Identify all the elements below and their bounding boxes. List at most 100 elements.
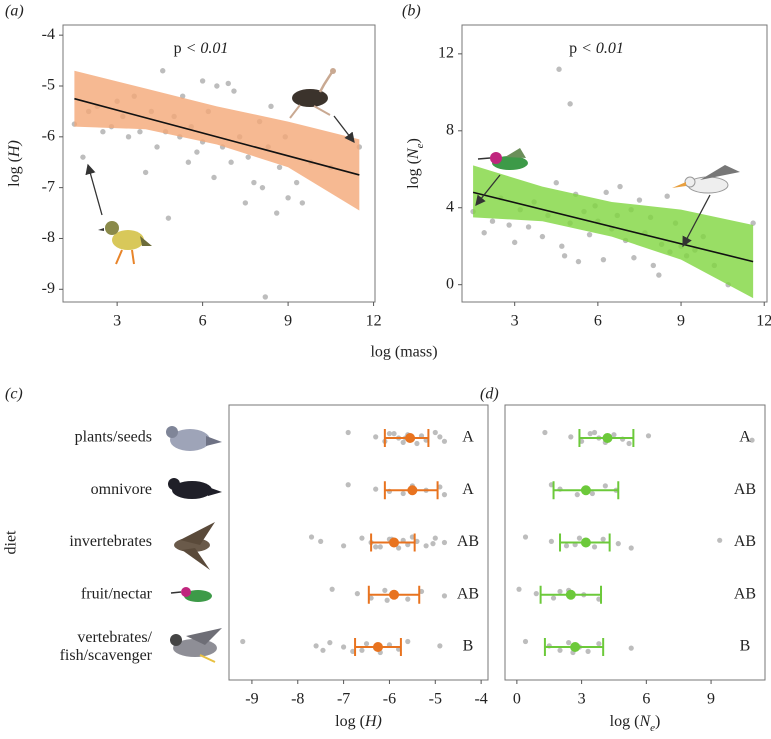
x-tick-label: 3 bbox=[511, 313, 519, 330]
y-tick-label: -5 bbox=[42, 77, 55, 94]
group-letter: AB bbox=[457, 585, 479, 602]
data-point bbox=[591, 544, 598, 550]
data-point bbox=[596, 641, 602, 647]
annotation-part: p bbox=[174, 40, 182, 57]
hummingbird bbox=[477, 148, 528, 170]
group-letter: B bbox=[740, 638, 751, 655]
data-point bbox=[441, 539, 448, 546]
data-point bbox=[430, 541, 436, 547]
data-point bbox=[548, 538, 554, 545]
y-axis-label-part: log ( bbox=[405, 159, 422, 189]
y-axis-label-part: ) bbox=[405, 138, 422, 143]
data-point bbox=[384, 597, 390, 603]
data-point bbox=[382, 587, 388, 593]
data-point bbox=[559, 243, 565, 249]
plot-frame bbox=[504, 404, 766, 681]
x-tick-label: 9 bbox=[677, 313, 685, 330]
data-point bbox=[553, 180, 559, 186]
annotation: p < 0.01 bbox=[174, 40, 229, 57]
panel-label: (a) bbox=[5, 3, 24, 20]
data-point bbox=[231, 88, 237, 94]
data-point bbox=[400, 439, 406, 445]
data-point bbox=[363, 641, 370, 647]
data-point bbox=[185, 159, 192, 165]
data-point bbox=[285, 195, 291, 201]
data-point bbox=[525, 224, 532, 230]
pelican bbox=[672, 165, 740, 194]
pigeon bbox=[166, 426, 222, 451]
data-point bbox=[327, 640, 333, 646]
data-point bbox=[245, 154, 251, 160]
data-point bbox=[516, 586, 522, 592]
data-point bbox=[506, 222, 512, 228]
annotation-part: p bbox=[569, 40, 577, 57]
data-point bbox=[563, 543, 570, 549]
annotation-part: < 0.01 bbox=[182, 40, 229, 57]
data-point bbox=[750, 220, 756, 226]
data-point bbox=[432, 429, 438, 436]
falcon bbox=[170, 628, 222, 663]
mean-point bbox=[372, 642, 383, 652]
data-point bbox=[522, 534, 529, 540]
category-label: omnivore bbox=[91, 481, 152, 498]
data-point bbox=[373, 544, 379, 550]
group-letter: AB bbox=[734, 481, 756, 498]
data-point bbox=[341, 543, 347, 549]
data-point bbox=[441, 593, 448, 599]
data-point bbox=[125, 134, 132, 140]
x-axis-label-part: ) bbox=[655, 713, 660, 730]
data-point bbox=[656, 272, 662, 278]
group-letter: AB bbox=[734, 533, 756, 550]
data-point bbox=[602, 483, 608, 489]
category-label: fruit/nectar bbox=[81, 585, 153, 602]
data-point bbox=[423, 543, 429, 549]
data-point bbox=[359, 647, 365, 653]
data-point bbox=[318, 538, 324, 545]
y-axis-label: log (H) bbox=[6, 140, 23, 187]
data-point bbox=[345, 482, 351, 488]
data-point bbox=[432, 535, 438, 541]
annotation: p < 0.01 bbox=[569, 40, 624, 57]
data-point bbox=[574, 492, 580, 498]
x-tick-label: 3 bbox=[578, 691, 586, 708]
data-point bbox=[441, 438, 448, 444]
data-point bbox=[600, 256, 607, 263]
y-axis-label-part: ) bbox=[6, 140, 23, 146]
x-tick-label: -8 bbox=[291, 691, 304, 708]
x-tick-label: 3 bbox=[113, 313, 121, 330]
data-point bbox=[320, 647, 326, 653]
data-point bbox=[273, 210, 280, 216]
panel-label: (d) bbox=[480, 386, 499, 403]
y-axis-label-part: N bbox=[405, 147, 422, 160]
data-point bbox=[585, 648, 591, 655]
data-point bbox=[194, 149, 200, 155]
data-point bbox=[522, 638, 529, 645]
plot-frame bbox=[228, 404, 489, 681]
x-tick-label: 9 bbox=[707, 691, 715, 708]
x-axis-label: log (Ne) bbox=[610, 713, 661, 734]
data-point bbox=[437, 434, 443, 440]
x-axis-label: log (mass) bbox=[370, 344, 437, 361]
data-point bbox=[575, 258, 582, 265]
category-label: plants/seeds bbox=[75, 429, 152, 446]
x-axis-label-part: e bbox=[650, 722, 655, 734]
x-tick-label: -7 bbox=[337, 691, 350, 708]
regression-line bbox=[74, 97, 360, 176]
data-point bbox=[396, 545, 402, 551]
data-point bbox=[308, 534, 315, 540]
y-tick-label: -6 bbox=[42, 127, 55, 144]
group-letter: AB bbox=[457, 533, 479, 550]
data-point bbox=[276, 164, 283, 171]
group-letter: AB bbox=[734, 585, 756, 602]
y-tick-label: -4 bbox=[42, 26, 55, 43]
annotation-part: < 0.01 bbox=[577, 40, 624, 57]
y-tick-label: 0 bbox=[446, 275, 454, 292]
x-tick-label: -5 bbox=[429, 691, 442, 708]
ostrich bbox=[289, 68, 336, 119]
data-point bbox=[214, 83, 220, 89]
data-point bbox=[160, 68, 166, 74]
x-tick-label: 6 bbox=[642, 691, 650, 708]
mean-point bbox=[405, 433, 416, 443]
data-point bbox=[259, 184, 266, 191]
